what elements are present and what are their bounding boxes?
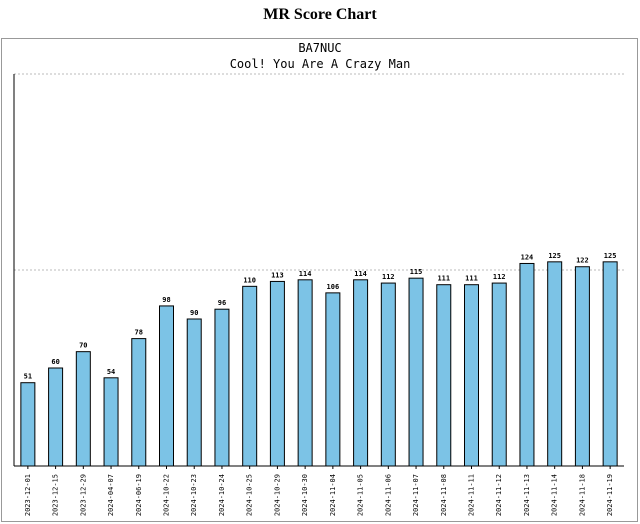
bar: [20, 382, 36, 467]
x-tick-label: 2024-04-07: [107, 474, 115, 516]
bar: [602, 261, 618, 467]
bar-value-label: 114: [299, 270, 312, 278]
bar: [574, 266, 590, 467]
x-tick-label: 2024-10-25: [246, 474, 254, 516]
bar: [214, 308, 230, 467]
x-tick-label: 2024-06-19: [135, 474, 143, 516]
bar-value-label: 96: [218, 299, 226, 307]
bar: [519, 262, 535, 467]
x-tick-label: 2024-11-11: [468, 474, 476, 516]
bar: [436, 284, 452, 467]
x-tick-label: 2024-11-04: [329, 474, 337, 516]
bar-value-label: 51: [24, 373, 32, 381]
bar-value-label: 98: [162, 296, 170, 304]
bar: [408, 277, 424, 467]
bar-value-label: 112: [493, 273, 506, 281]
bar-value-label: 106: [327, 283, 340, 291]
x-tick-label: 2024-10-30: [301, 474, 309, 516]
bar-value-label: 110: [243, 276, 256, 284]
x-tick-label: 2023-12-15: [52, 474, 60, 516]
bar-value-label: 111: [465, 275, 478, 283]
bar: [269, 280, 285, 467]
bar-value-label: 60: [51, 358, 59, 366]
chart-subtitle: Cool! You Are A Crazy Man: [230, 57, 411, 71]
x-tick-label: 2024-11-08: [440, 474, 448, 516]
x-tick-label: 2024-11-06: [384, 474, 392, 516]
page-title: MR Score Chart: [263, 6, 377, 23]
bar-value-label: 111: [437, 275, 450, 283]
bar-value-label: 124: [521, 253, 534, 261]
bars-group: 51 60 70 54 78 98 90 96 110 113 114 106 114 112 115 111…: [20, 252, 618, 467]
bar: [491, 282, 507, 467]
x-tick-label: 2024-10-23: [190, 474, 198, 516]
bar-value-label: 125: [548, 252, 561, 260]
x-tick-label: 2024-11-12: [495, 474, 503, 516]
bar-value-label: 115: [410, 268, 423, 276]
bar: [48, 367, 64, 467]
x-tick-label: 2024-10-29: [273, 474, 281, 516]
bar: [547, 261, 563, 467]
x-tick-label: 2024-10-22: [163, 474, 171, 516]
bar: [325, 292, 341, 467]
x-tick-label: 2024-11-18: [578, 474, 586, 516]
x-tick-label: 2023-12-01: [24, 474, 32, 516]
x-tick-label: 2024-10-24: [218, 474, 226, 516]
bar-value-label: 113: [271, 271, 284, 279]
x-tick-label: 2024-11-14: [551, 474, 559, 516]
bar: [159, 305, 174, 467]
bar: [297, 279, 313, 467]
bar-value-label: 78: [135, 329, 143, 337]
x-tick-label: 2024-11-05: [357, 474, 365, 516]
x-tick-label: 2024-11-13: [523, 474, 531, 516]
bar-value-label: 112: [382, 273, 395, 281]
bar-value-label: 70: [79, 342, 87, 350]
bar: [103, 377, 119, 467]
bar-value-label: 125: [604, 252, 617, 260]
bar-value-label: 122: [576, 257, 589, 265]
bar: [353, 279, 369, 467]
bar-value-label: 114: [354, 270, 367, 278]
bar: [380, 282, 396, 467]
axes: 2023-12-01 2023-12-15 2023-12-29 2024-04-07…: [13, 74, 624, 516]
x-tick-label: 2023-12-29: [79, 474, 87, 516]
bar: [131, 338, 147, 467]
bar: [242, 285, 258, 467]
x-tick-label: 2024-11-19: [606, 474, 614, 516]
gridlines: [14, 73, 624, 271]
bar-value-label: 90: [190, 309, 198, 317]
bar: [186, 318, 202, 467]
x-tick-label: 2024-11-07: [412, 474, 420, 516]
bar-value-label: 54: [107, 368, 115, 376]
bar: [75, 351, 91, 467]
chart-title: BA7NUC: [298, 41, 341, 55]
bar: [464, 284, 479, 467]
